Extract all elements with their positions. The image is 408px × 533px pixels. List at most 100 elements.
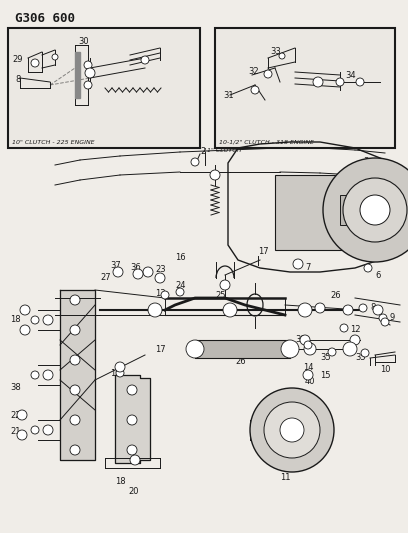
Circle shape [361, 349, 369, 357]
Text: 35: 35 [355, 353, 366, 362]
Text: 4: 4 [393, 166, 398, 174]
Circle shape [300, 335, 310, 345]
Circle shape [52, 54, 58, 60]
Text: 2: 2 [200, 148, 205, 157]
Text: 10" CLUTCH - 225 ENGINE: 10" CLUTCH - 225 ENGINE [12, 140, 95, 145]
Circle shape [116, 369, 124, 377]
Circle shape [343, 305, 353, 315]
Polygon shape [60, 290, 95, 460]
Text: 20: 20 [128, 488, 138, 497]
Circle shape [186, 340, 204, 358]
Circle shape [293, 259, 303, 269]
Circle shape [143, 267, 153, 277]
Text: 19: 19 [110, 368, 120, 377]
Circle shape [336, 78, 344, 86]
Circle shape [350, 335, 360, 345]
Circle shape [264, 70, 272, 78]
Bar [195, 340, 290, 358]
Text: 6: 6 [375, 271, 380, 279]
Circle shape [381, 318, 389, 326]
Text: 24: 24 [175, 280, 186, 289]
Circle shape [31, 316, 39, 324]
Circle shape [43, 370, 53, 380]
Circle shape [356, 78, 364, 86]
Circle shape [250, 388, 334, 472]
Circle shape [127, 385, 137, 395]
Text: 7: 7 [305, 263, 310, 272]
Circle shape [360, 195, 390, 225]
Text: 13: 13 [155, 289, 166, 298]
Polygon shape [75, 52, 80, 98]
Circle shape [31, 426, 39, 434]
Circle shape [191, 158, 199, 166]
Circle shape [85, 68, 95, 78]
Bar [8, 28, 200, 148]
Text: 8: 8 [15, 76, 20, 85]
Text: 17: 17 [195, 345, 206, 354]
Circle shape [279, 53, 285, 59]
Circle shape [31, 59, 39, 67]
Circle shape [298, 303, 312, 317]
Circle shape [340, 324, 348, 332]
Circle shape [364, 264, 372, 272]
Polygon shape [115, 375, 150, 463]
Circle shape [127, 445, 137, 455]
Bar [340, 195, 362, 225]
Text: 35: 35 [320, 353, 330, 362]
Circle shape [31, 371, 39, 379]
Circle shape [70, 415, 80, 425]
Circle shape [20, 325, 30, 335]
Circle shape [113, 267, 123, 277]
Circle shape [84, 81, 92, 89]
Text: 15: 15 [320, 370, 330, 379]
Bar [275, 175, 365, 250]
Text: 31: 31 [223, 91, 234, 100]
Circle shape [70, 325, 80, 335]
Circle shape [20, 305, 30, 315]
Text: 10: 10 [380, 366, 390, 375]
Circle shape [17, 430, 27, 440]
Circle shape [115, 362, 125, 372]
Text: 11" CLUTCH: 11" CLUTCH [203, 148, 242, 152]
Circle shape [343, 178, 407, 242]
Circle shape [323, 158, 408, 262]
Circle shape [70, 445, 80, 455]
Text: 8: 8 [370, 303, 375, 312]
Circle shape [303, 370, 313, 380]
Circle shape [43, 425, 53, 435]
Text: 17: 17 [258, 247, 268, 256]
Text: 26: 26 [235, 358, 246, 367]
Text: 32: 32 [248, 68, 259, 77]
Text: 37: 37 [110, 261, 121, 270]
Text: G306 600: G306 600 [15, 12, 75, 25]
Bar [215, 28, 395, 148]
Text: 14: 14 [303, 364, 313, 373]
Text: 30: 30 [78, 37, 89, 46]
Circle shape [127, 415, 137, 425]
Text: 17: 17 [155, 345, 166, 354]
Text: 40: 40 [305, 377, 315, 386]
Circle shape [70, 295, 80, 305]
Circle shape [148, 303, 162, 317]
Text: 10-1/2" CLUTCH - 318 ENGINE: 10-1/2" CLUTCH - 318 ENGINE [219, 140, 314, 145]
Text: 33: 33 [270, 47, 281, 56]
Circle shape [304, 341, 312, 349]
Circle shape [343, 342, 357, 356]
Circle shape [315, 303, 325, 313]
Circle shape [223, 303, 237, 317]
Circle shape [304, 343, 316, 355]
Text: 18: 18 [115, 478, 126, 487]
Text: 23: 23 [155, 265, 166, 274]
Circle shape [359, 304, 367, 312]
Text: 38: 38 [10, 384, 21, 392]
Circle shape [17, 410, 27, 420]
Circle shape [328, 348, 336, 356]
Circle shape [313, 77, 323, 87]
Text: 22: 22 [10, 410, 20, 419]
Circle shape [84, 61, 92, 69]
Circle shape [133, 269, 143, 279]
Circle shape [161, 291, 169, 299]
Text: 39: 39 [295, 335, 306, 344]
Circle shape [210, 170, 220, 180]
Text: 18: 18 [10, 316, 21, 325]
